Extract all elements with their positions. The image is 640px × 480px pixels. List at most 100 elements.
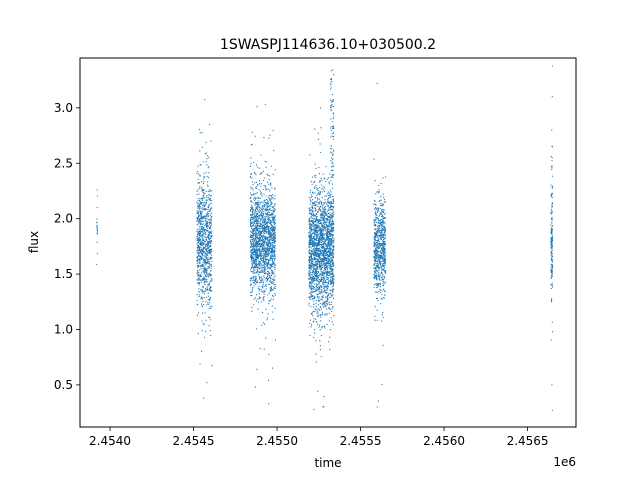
data-point [271,239,273,241]
data-point [311,282,313,284]
data-point [254,213,256,215]
data-point [267,261,269,263]
data-point [313,228,315,230]
data-point [199,263,201,265]
data-point [274,258,276,260]
data-point [206,181,208,183]
data-point [270,281,272,283]
data-point [309,292,311,294]
data-point [205,296,208,298]
data-point [314,163,316,165]
data-point [328,251,330,253]
data-point [209,230,211,232]
data-point [203,226,205,229]
data-point [208,272,210,275]
data-point [263,205,265,207]
data-point [250,283,252,285]
data-point [255,238,257,240]
data-point [330,196,332,198]
data-point [200,222,202,224]
data-point [326,289,328,291]
data-point [262,260,264,262]
data-point [251,211,254,213]
data-point [269,242,271,244]
data-point [252,236,254,239]
data-point [309,223,311,225]
data-point [317,315,319,317]
data-point [331,289,333,291]
data-point [384,270,387,273]
data-point [328,279,330,282]
data-point [265,259,268,261]
data-points [96,65,554,411]
data-point [268,266,270,269]
data-point [249,218,251,221]
data-point [320,250,322,252]
data-point [196,193,198,196]
data-point [253,247,255,250]
data-point [271,270,273,272]
data-point [207,260,209,262]
data-point [328,301,331,303]
data-point [327,255,329,258]
data-point [202,267,204,269]
data-point [332,265,334,267]
data-point [198,222,200,224]
data-point [208,156,210,158]
data-point [316,260,318,263]
data-point [196,224,198,226]
data-point [250,173,252,176]
data-point [259,271,262,273]
data-point [209,288,211,291]
data-point [250,255,252,257]
data-point [330,255,332,257]
data-point [319,231,321,233]
data-point [381,247,383,249]
data-point [324,268,327,271]
data-point [197,238,199,240]
data-point [318,292,321,294]
data-point [327,254,329,256]
data-point [384,255,387,257]
data-point [260,235,263,238]
data-point [309,277,311,279]
data-point [274,215,276,217]
data-point [274,231,276,234]
data-point [322,306,324,308]
data-point [266,206,268,208]
data-point [266,173,268,176]
data-point [196,272,198,274]
data-point [310,200,312,202]
data-point [314,233,316,235]
data-point [272,198,274,200]
data-point [330,207,332,209]
data-point [209,240,212,242]
data-point [324,249,327,252]
data-point [328,312,330,314]
data-point [322,258,324,260]
data-point [319,254,321,256]
data-point [309,284,311,286]
data-point [207,295,210,297]
data-point [311,237,313,240]
data-point [274,287,276,290]
data-point [310,233,312,236]
data-point [199,200,201,202]
data-point [255,225,257,227]
data-point [274,234,276,237]
data-point [255,164,258,166]
data-point [253,253,255,256]
data-point [257,255,259,257]
data-point [273,221,276,224]
data-point [315,271,317,273]
data-point [258,212,260,214]
data-point [318,326,320,328]
data-point [264,247,266,249]
data-point [332,228,335,231]
data-point [313,295,315,297]
data-point [206,275,208,277]
data-point [313,246,316,248]
data-point [207,265,209,268]
data-point [312,298,314,300]
data-point [206,250,208,252]
